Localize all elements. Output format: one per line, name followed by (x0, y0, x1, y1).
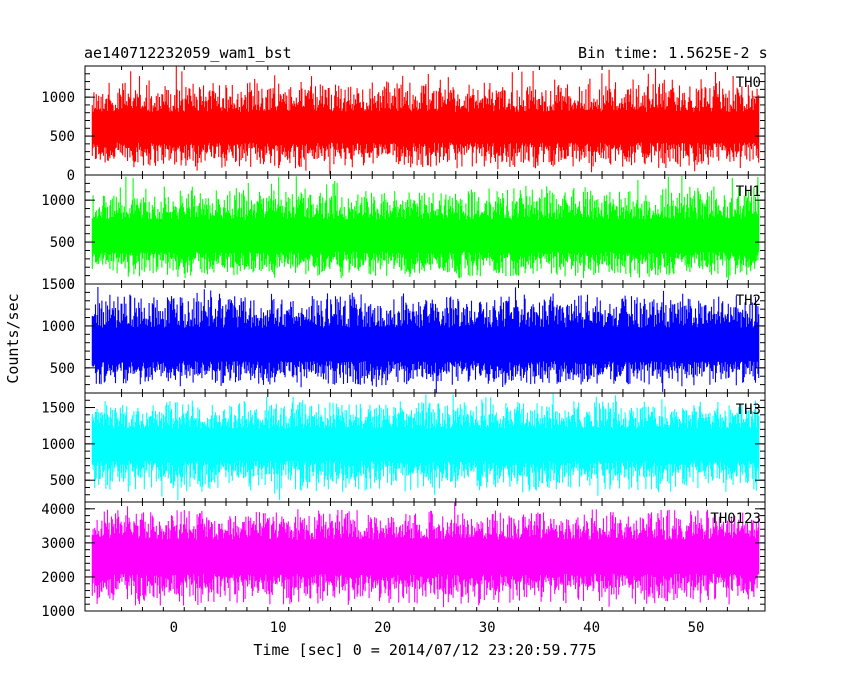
y-axis-title: Counts/sec (4, 293, 22, 383)
y-tick-label: 500 (50, 473, 75, 489)
y-tick-label: 1000 (41, 319, 75, 335)
series-th2 (91, 287, 760, 393)
x-tick-label: 20 (374, 620, 391, 636)
y-tick-label: 0 (67, 168, 75, 184)
x-tick-label: 40 (583, 620, 600, 636)
y-tick-label: 500 (50, 235, 75, 251)
x-tick-label: 10 (270, 620, 287, 636)
x-tick-label: 30 (479, 620, 496, 636)
x-tick-label: 50 (688, 620, 705, 636)
y-tick-label: 4000 (41, 502, 75, 518)
series-th3 (91, 393, 760, 501)
y-tick-label: 1000 (41, 193, 75, 209)
y-tick-label: 1500 (41, 277, 75, 293)
y-tick-label: 500 (50, 361, 75, 377)
y-tick-label: 1000 (41, 90, 75, 106)
y-tick-label: 0 (67, 277, 75, 293)
x-tick-label: 0 (170, 620, 178, 636)
panel-label-th2: TH2 (736, 293, 761, 309)
series-th0 (91, 66, 760, 175)
y-tick-label: 1000 (41, 437, 75, 453)
series-th0123 (91, 502, 760, 608)
x-axis-title: Time [sec] 0 = 2014/07/12 23:20:59.775 (253, 641, 596, 659)
y-tick-label: 2000 (41, 570, 75, 586)
panel-label-th1: TH1 (736, 184, 761, 200)
panel-label-th0: TH0 (736, 75, 761, 91)
panel-label-th3: TH3 (736, 402, 761, 418)
series-th1 (91, 176, 760, 280)
y-tick-label: 3000 (41, 536, 75, 552)
panel-label-th0123: TH0123 (710, 511, 761, 527)
chart-subtitle: Bin time: 1.5625E-2 s (578, 44, 768, 62)
y-tick-label: 1000 (41, 604, 75, 620)
y-tick-label: 500 (50, 129, 75, 145)
chart-title: ae140712232059_wam1_bst (84, 44, 292, 62)
y-tick-label: 1500 (41, 401, 75, 417)
